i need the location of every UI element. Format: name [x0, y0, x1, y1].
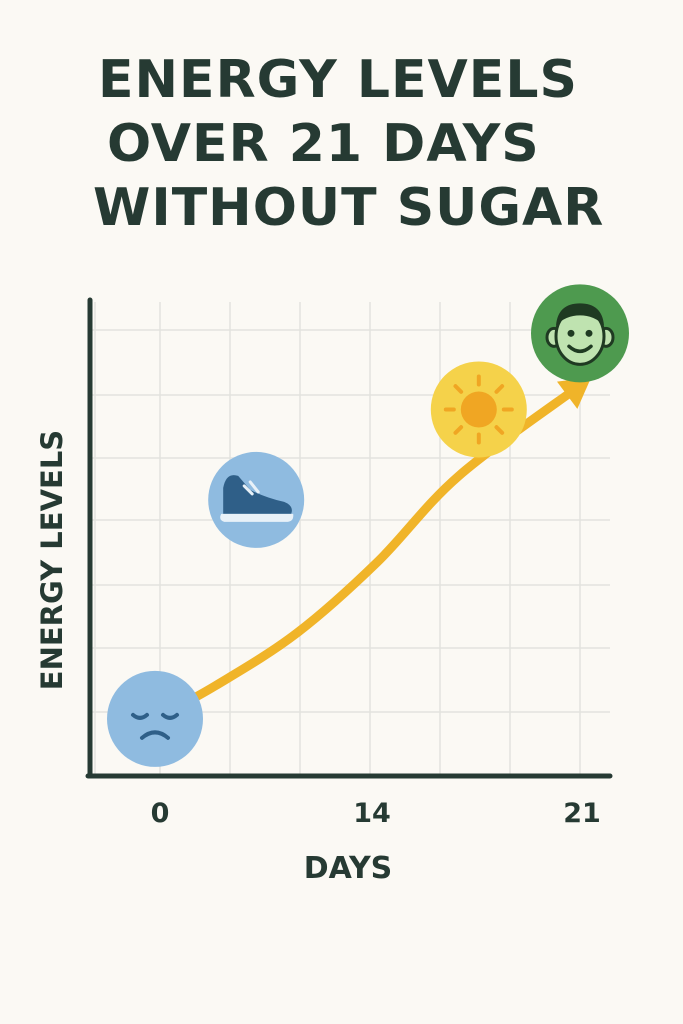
chart-grid	[92, 302, 610, 774]
arrowhead	[557, 377, 592, 409]
sneaker-icon	[208, 451, 305, 548]
x-tick-label: 21	[563, 798, 601, 829]
sun-icon	[430, 361, 527, 458]
title-line-2: OVER 21 DAYS	[107, 114, 540, 174]
energy-series	[150, 377, 592, 724]
chart-markers	[107, 284, 629, 767]
title-line-1: ENERGY LEVELS	[98, 50, 578, 110]
happy-face-icon	[531, 284, 629, 383]
title-line-3: WITHOUT SUGAR	[93, 178, 605, 238]
x-tick-label: 0	[151, 798, 170, 829]
x-tick-label: 14	[353, 798, 391, 829]
y-axis-label: ENERGY LEVELS	[35, 430, 69, 690]
x-axis-label: DAYS	[304, 851, 393, 886]
x-tick-labels: 0 14 21	[151, 798, 601, 829]
sad-face-icon	[107, 670, 203, 767]
